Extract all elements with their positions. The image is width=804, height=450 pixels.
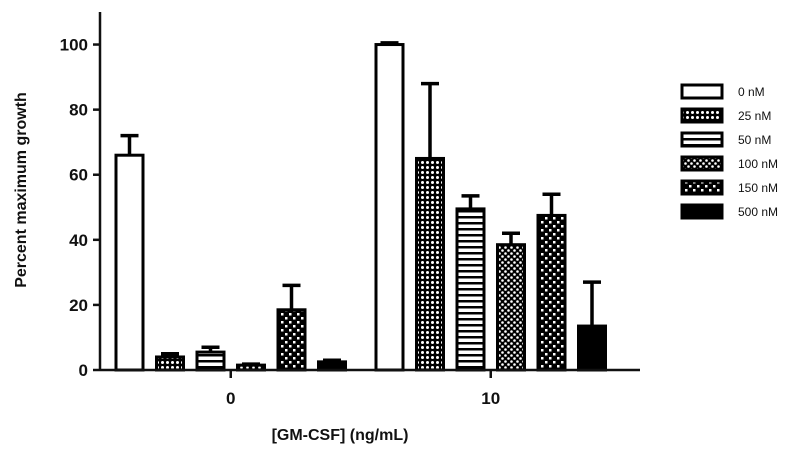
legend-label: 0 nM [738,85,765,99]
bar [455,207,486,372]
y-tick-label: 20 [69,296,88,315]
x-axis-title: [GM-CSF] (ng/mL) [272,427,409,444]
legend-swatch [680,179,724,196]
y-axis-title: Percent maximum growth [13,92,30,288]
plot-area [114,41,607,372]
legend-swatch [680,107,724,124]
bar [374,43,405,372]
x-tick-label: 0 [226,389,235,408]
legend-swatch [680,155,724,172]
y-tick-label: 60 [69,166,88,185]
bar [195,350,226,372]
legend: 0 nM 25 nM 50 nM 100 nM 150 nM 500 nM [680,83,778,220]
legend-label: 500 nM [738,205,778,219]
legend-swatch [680,83,724,100]
bar [415,156,445,372]
legend-label: 25 nM [738,109,771,123]
legend-swatch [680,203,724,220]
x-axis-ticks: 0 10 [226,370,500,408]
y-axis-ticks: 0 20 40 60 80 100 [60,36,100,380]
bar [114,153,145,372]
bar [155,355,185,372]
legend-label: 100 nM [738,157,778,171]
legend-label: 150 nM [738,181,778,195]
bar [496,243,526,372]
y-tick-label: 100 [60,36,88,55]
y-tick-label: 0 [79,361,88,380]
bar [276,308,307,372]
bar [536,213,567,372]
bar [577,324,607,372]
legend-swatch [680,131,724,148]
y-tick-label: 40 [69,231,88,250]
x-tick-label: 10 [481,389,500,408]
legend-label: 50 nM [738,133,771,147]
y-tick-label: 80 [69,101,88,120]
